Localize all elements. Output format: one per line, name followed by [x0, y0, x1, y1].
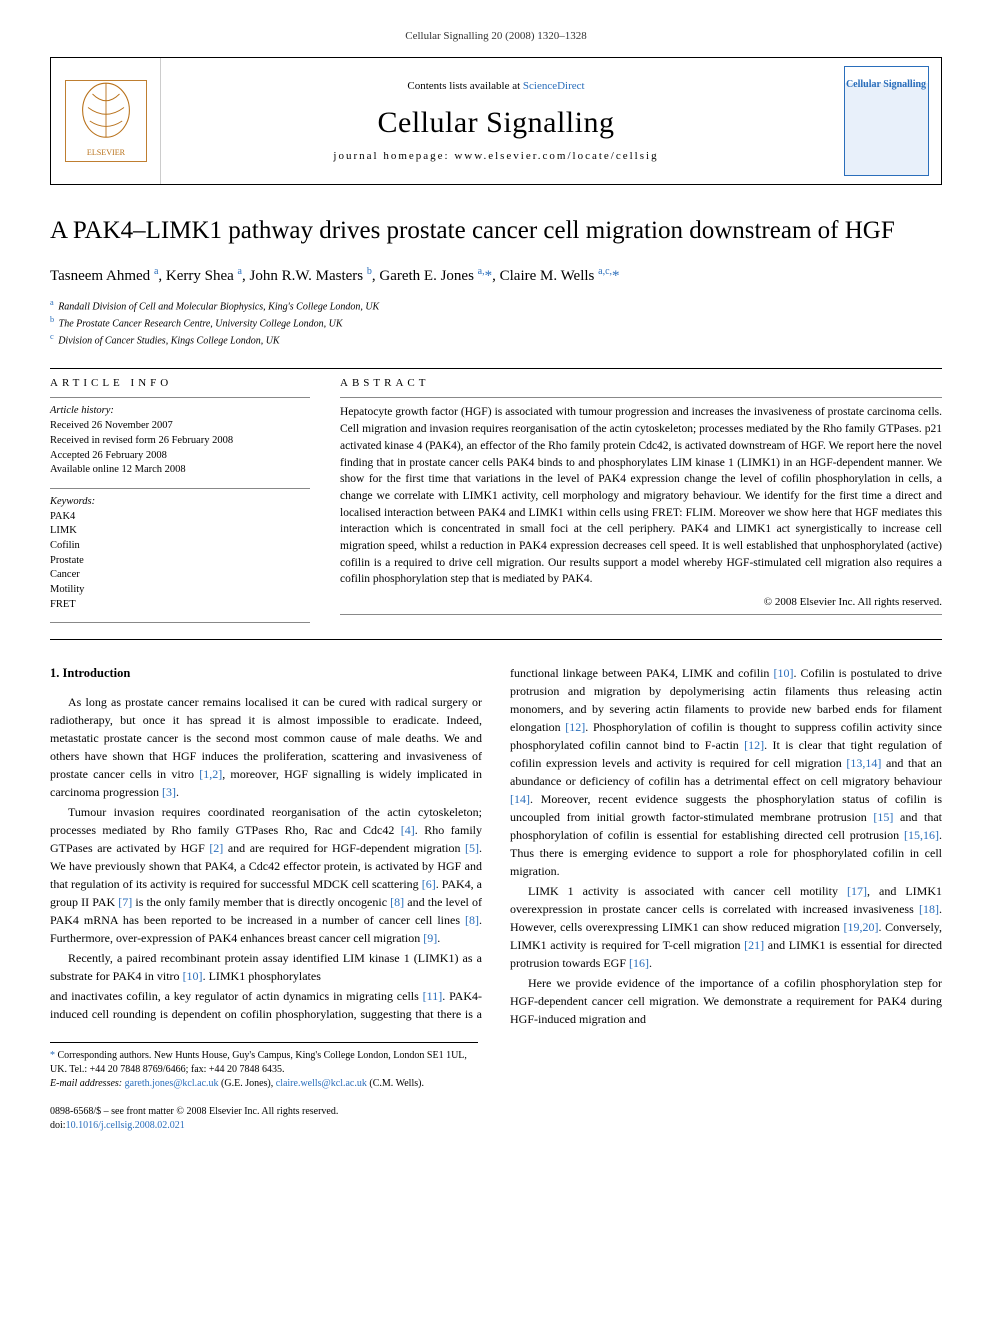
homepage-prefix: journal homepage: — [333, 150, 454, 162]
body-paragraph: Tumour invasion requires coordinated reo… — [50, 803, 482, 947]
rule-abs-1 — [340, 397, 942, 398]
rule-top — [50, 368, 942, 369]
keyword: PAK4 — [50, 510, 310, 525]
keyword: Cofilin — [50, 539, 310, 554]
affiliation: a Randall Division of Cell and Molecular… — [50, 297, 942, 314]
email-link[interactable]: gareth.jones@kcl.ac.uk — [125, 1078, 219, 1089]
keywords-label: Keywords: — [50, 495, 310, 510]
abstract-column: ABSTRACT Hepatocyte growth factor (HGF) … — [340, 377, 942, 629]
corr-text: Corresponding authors. New Hunts House, … — [50, 1050, 467, 1075]
front-matter: 0898-6568/$ – see front matter © 2008 El… — [50, 1105, 942, 1133]
abstract-copyright: © 2008 Elsevier Inc. All rights reserved… — [340, 596, 942, 608]
keyword: Motility — [50, 583, 310, 598]
rule-info-1 — [50, 397, 310, 398]
article-title: A PAK4–LIMK1 pathway drives prostate can… — [50, 215, 942, 248]
email-who: (G.E. Jones) — [221, 1078, 271, 1089]
rule-abs-2 — [340, 614, 942, 615]
body-paragraph: Here we provide evidence of the importan… — [510, 974, 942, 1028]
affiliation: c Division of Cancer Studies, Kings Coll… — [50, 331, 942, 348]
email-label: E-mail addresses: — [50, 1078, 122, 1089]
article-info-heading: ARTICLE INFO — [50, 377, 310, 389]
author-list: Tasneem Ahmed a, Kerry Shea a, John R.W.… — [50, 266, 942, 285]
footnotes: * Corresponding authors. New Hunts House… — [50, 1042, 478, 1091]
history-line: Received in revised form 26 February 200… — [50, 434, 310, 449]
article-history: Article history: Received 26 November 20… — [50, 404, 310, 477]
journal-cover-thumb: Cellular Signalling — [831, 58, 941, 184]
history-line: Accepted 26 February 2008 — [50, 449, 310, 464]
sciencedirect-link[interactable]: ScienceDirect — [523, 80, 585, 92]
rule-info-3 — [50, 622, 310, 623]
keyword: Cancer — [50, 568, 310, 583]
running-head: Cellular Signalling 20 (2008) 1320–1328 — [50, 30, 942, 42]
homepage-url: www.elsevier.com/locate/cellsig — [454, 150, 658, 162]
email-link[interactable]: claire.wells@kcl.ac.uk — [276, 1078, 367, 1089]
doi-link[interactable]: 10.1016/j.cellsig.2008.02.021 — [66, 1120, 185, 1131]
keywords-block: Keywords: PAK4LIMKCofilinProstateCancerM… — [50, 495, 310, 613]
contents-line: Contents lists available at ScienceDirec… — [407, 80, 584, 92]
journal-header: ELSEVIER Contents lists available at Sci… — [50, 57, 942, 185]
body-paragraph: As long as prostate cancer remains local… — [50, 693, 482, 801]
cover-thumb-title: Cellular Signalling — [845, 67, 928, 90]
history-label: Article history: — [50, 404, 310, 419]
corr-star-icon: * — [50, 1050, 55, 1061]
abstract-text: Hepatocyte growth factor (HGF) is associ… — [340, 404, 942, 587]
email-who: (C.M. Wells). — [369, 1078, 424, 1089]
section-heading-intro: 1. Introduction — [50, 664, 482, 683]
homepage-line: journal homepage: www.elsevier.com/locat… — [333, 150, 658, 162]
history-line: Received 26 November 2007 — [50, 419, 310, 434]
journal-name: Cellular Signalling — [378, 106, 615, 140]
keyword: LIMK — [50, 524, 310, 539]
rule-info-2 — [50, 488, 310, 489]
rule-bottom-abstract — [50, 639, 942, 640]
body-paragraph: Recently, a paired recombinant protein a… — [50, 949, 482, 985]
abstract-heading: ABSTRACT — [340, 377, 942, 389]
contents-prefix: Contents lists available at — [407, 80, 522, 92]
affiliation: b The Prostate Cancer Research Centre, U… — [50, 314, 942, 331]
body-text: 1. Introduction As long as prostate canc… — [50, 664, 942, 1028]
affiliations: a Randall Division of Cell and Molecular… — [50, 297, 942, 349]
keyword: Prostate — [50, 554, 310, 569]
elsevier-logo: ELSEVIER — [51, 58, 161, 184]
front-matter-line: 0898-6568/$ – see front matter © 2008 El… — [50, 1105, 942, 1119]
doi-label: doi: — [50, 1120, 66, 1131]
body-paragraph: LIMK 1 activity is associated with cance… — [510, 882, 942, 972]
svg-text:ELSEVIER: ELSEVIER — [86, 148, 125, 157]
history-line: Available online 12 March 2008 — [50, 463, 310, 478]
article-info-column: ARTICLE INFO Article history: Received 2… — [50, 377, 310, 629]
keyword: FRET — [50, 598, 310, 613]
